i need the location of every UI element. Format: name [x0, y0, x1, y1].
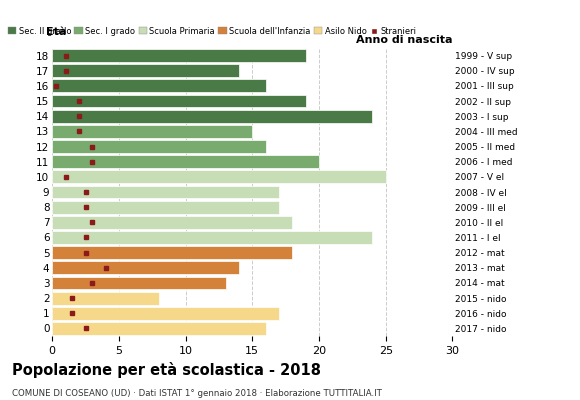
- Bar: [52, 140, 266, 153]
- Bar: [52, 261, 239, 274]
- Text: Popolazione per età scolastica - 2018: Popolazione per età scolastica - 2018: [12, 362, 321, 378]
- Bar: [52, 49, 306, 62]
- Text: Età: Età: [45, 27, 66, 37]
- Bar: [52, 186, 279, 198]
- Bar: [52, 201, 279, 214]
- Bar: [52, 246, 292, 259]
- Legend: Sec. II grado, Sec. I grado, Scuola Primaria, Scuola dell'Infanzia, Asilo Nido, : Sec. II grado, Sec. I grado, Scuola Prim…: [5, 23, 420, 39]
- Bar: [52, 322, 266, 335]
- Bar: [52, 231, 372, 244]
- Text: Anno di nascita: Anno di nascita: [356, 35, 452, 45]
- Bar: [52, 155, 319, 168]
- Bar: [52, 80, 266, 92]
- Bar: [52, 216, 292, 229]
- Bar: [52, 125, 252, 138]
- Bar: [52, 292, 159, 304]
- Bar: [52, 64, 239, 77]
- Bar: [52, 110, 372, 123]
- Bar: [52, 170, 386, 183]
- Bar: [52, 307, 279, 320]
- Bar: [52, 95, 306, 108]
- Bar: [52, 276, 226, 289]
- Text: COMUNE DI COSEANO (UD) · Dati ISTAT 1° gennaio 2018 · Elaborazione TUTTITALIA.IT: COMUNE DI COSEANO (UD) · Dati ISTAT 1° g…: [12, 389, 382, 398]
